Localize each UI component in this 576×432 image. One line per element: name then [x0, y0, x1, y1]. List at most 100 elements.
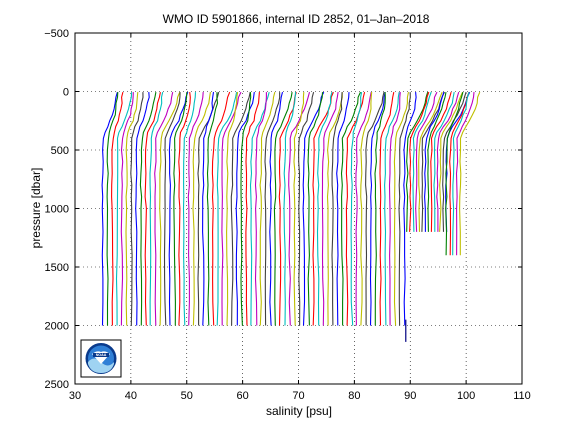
profile-line — [430, 91, 452, 232]
profile-line — [405, 91, 429, 232]
profile-line — [187, 92, 204, 326]
profile-line — [178, 92, 191, 326]
profile-line — [173, 92, 188, 326]
x-tick-label: 50 — [181, 390, 193, 402]
profile-line — [159, 91, 181, 326]
profile-line — [449, 91, 470, 256]
profile-line — [269, 91, 284, 326]
profile-line — [211, 91, 231, 326]
profile-line — [168, 91, 189, 326]
profile-line — [307, 92, 324, 326]
profile-line — [379, 91, 395, 326]
x-tick-label: 30 — [69, 390, 81, 402]
y-tick-label: 2500 — [45, 379, 69, 391]
svg-text:NOAA: NOAA — [96, 353, 107, 357]
profile-line — [455, 92, 475, 256]
profile-line — [101, 91, 118, 326]
profile-line — [111, 91, 124, 326]
x-tick-label: 90 — [404, 390, 416, 402]
profile-line — [439, 91, 464, 232]
profile-line — [374, 92, 386, 326]
y-tick-label: 1500 — [45, 262, 69, 274]
profile-line — [139, 91, 157, 326]
profile-line — [409, 91, 430, 232]
profile-line — [412, 91, 432, 232]
profile-line — [403, 92, 417, 326]
x-tick-label: 40 — [125, 390, 137, 402]
y-tick-label: −500 — [44, 28, 69, 40]
profile-line — [384, 92, 400, 326]
profile-line — [459, 91, 481, 256]
profile-line — [436, 91, 460, 232]
profile-line — [249, 91, 270, 326]
profile-line — [427, 91, 447, 232]
profile-line — [273, 92, 293, 326]
chart-title: WMO ID 5901866, internal ID 2852, 01–Jan… — [163, 12, 430, 26]
profile-line — [316, 91, 333, 326]
y-tick-label: 2000 — [45, 321, 69, 333]
profile-line — [424, 91, 445, 232]
y-tick-label: 500 — [51, 145, 69, 157]
profile-line — [360, 92, 373, 326]
profile-line — [398, 92, 411, 326]
profile-line — [182, 92, 197, 326]
profile-line — [445, 91, 464, 256]
profile-lines — [101, 91, 481, 342]
profile-line — [331, 92, 343, 326]
profile-line — [202, 92, 215, 326]
profile-line — [149, 91, 164, 326]
profile-line — [120, 92, 134, 326]
profile-line — [163, 92, 181, 326]
profile-line — [288, 91, 311, 326]
profile-line — [326, 92, 343, 326]
profile-line — [340, 91, 361, 326]
profile-line — [154, 91, 174, 326]
x-tick-label: 80 — [348, 390, 360, 402]
profile-line — [433, 91, 455, 232]
profile-line — [388, 92, 401, 326]
y-tick-label: 0 — [63, 87, 69, 99]
profile-line — [216, 91, 238, 326]
profile-line — [115, 92, 133, 326]
profile-line — [355, 91, 372, 326]
x-tick-label: 110 — [513, 390, 531, 402]
profile-line — [452, 91, 470, 256]
profile-line — [302, 91, 325, 326]
x-tick-label: 60 — [237, 390, 249, 402]
profile-line — [350, 91, 363, 326]
x-axis-label: salinity [psu] — [266, 404, 332, 418]
profile-line — [283, 92, 297, 326]
profile-line — [254, 92, 267, 326]
profile-line — [336, 92, 350, 326]
x-tick-label: 100 — [457, 390, 475, 402]
noaa-logo: NOAA — [80, 339, 122, 378]
profile-line — [369, 91, 386, 326]
profile-line — [298, 91, 315, 326]
plot-grid — [75, 33, 522, 384]
profile-line — [226, 92, 239, 326]
profile-line — [245, 92, 260, 326]
y-axis-label: pressure [dbar] — [29, 168, 43, 249]
profile-line — [135, 92, 150, 326]
profile-line — [418, 91, 443, 232]
profile-line — [393, 91, 410, 326]
profile-line — [240, 92, 252, 326]
profile-line — [365, 91, 385, 326]
profile-line — [321, 92, 339, 326]
profile-line — [144, 91, 161, 326]
profile-line — [192, 92, 211, 326]
profile-line — [230, 91, 251, 326]
y-axis-ticks: −500 0 500 1000 1500 2000 2500 — [44, 28, 522, 391]
profile-line — [106, 92, 119, 326]
profile-line — [415, 91, 438, 232]
profile-line — [206, 92, 219, 326]
profile-line — [264, 92, 281, 326]
profile-line — [293, 92, 305, 326]
profile-line — [442, 91, 467, 232]
x-tick-label: 70 — [292, 390, 304, 402]
x-axis-ticks: 30 40 50 60 70 80 90 100 110 — [69, 33, 531, 402]
profile-line — [125, 92, 139, 326]
profile-line — [130, 92, 144, 326]
profile-line — [259, 91, 276, 326]
